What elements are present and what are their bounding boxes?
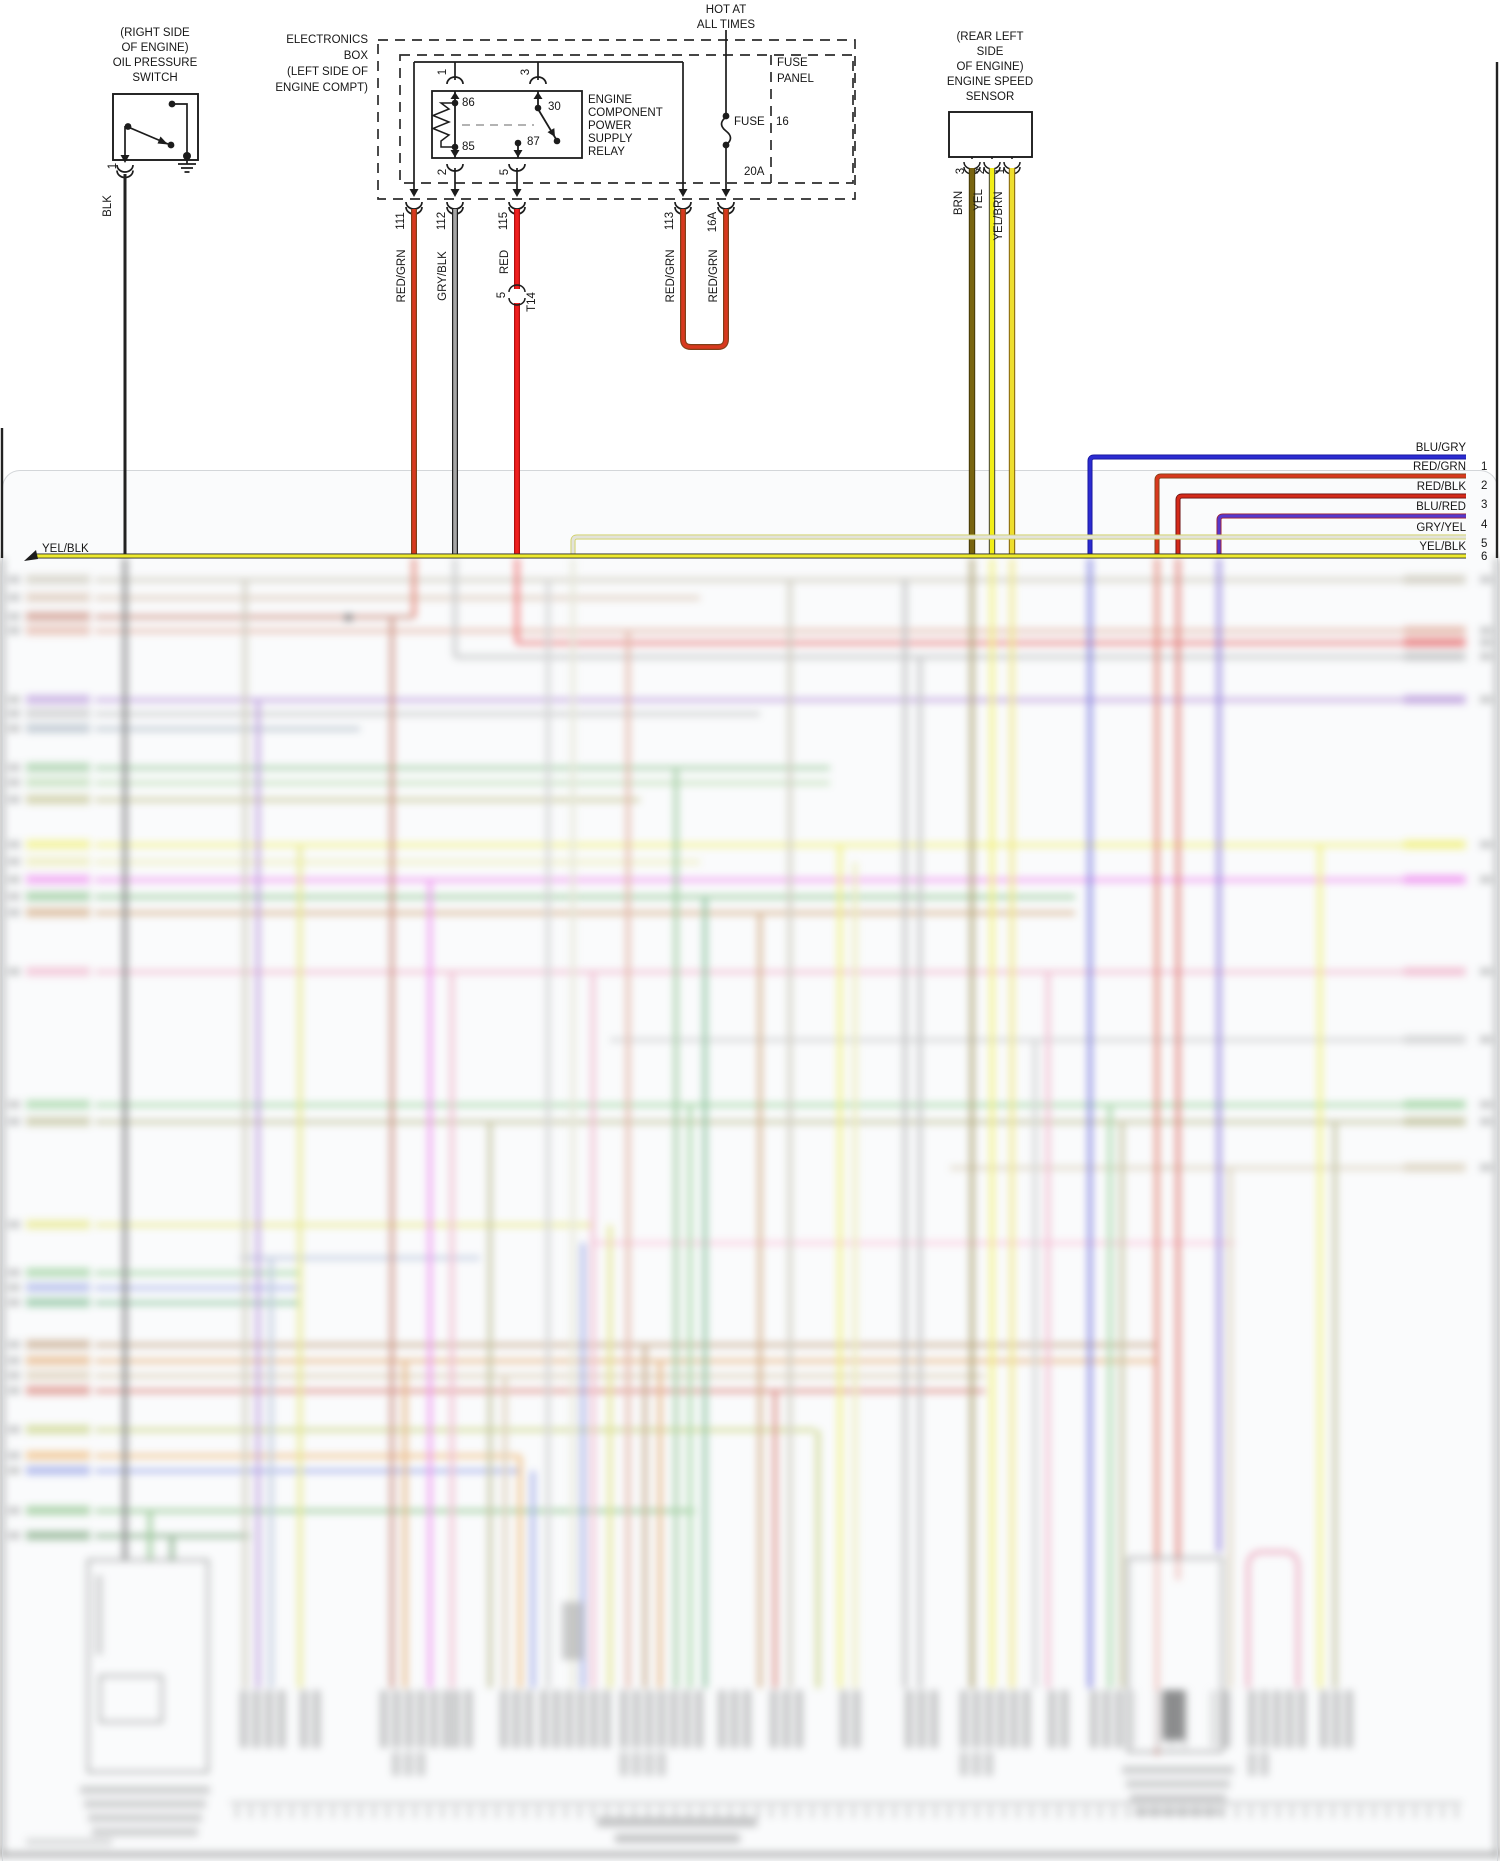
wire-color-label: RED/GRN xyxy=(708,249,720,303)
sensor-pin-3: 3 xyxy=(955,167,967,175)
oil-pressure-switch-title: OF ENGINE) xyxy=(121,42,189,54)
right-wire-label-5: GRY/YEL xyxy=(1416,522,1466,534)
relay-pin-85: 85 xyxy=(462,141,475,153)
inline-connector-pin: 5 xyxy=(496,291,508,299)
right-connector-wires-lines xyxy=(33,454,1466,559)
engine-speed-sensor-title: ENGINE SPEED xyxy=(946,76,1034,88)
oil-pressure-switch-contacts xyxy=(120,100,191,163)
oil-pressure-switch-symbol xyxy=(112,93,199,179)
relay-title: COMPONENT xyxy=(588,107,663,119)
colored-wires xyxy=(411,168,1016,558)
sensor-pin-2: 2 xyxy=(975,167,987,175)
fuse-number: 16 xyxy=(776,116,789,128)
fuse-panel-label: PANEL xyxy=(777,73,814,85)
hot-at-label: ALL TIMES xyxy=(696,19,756,31)
relay-terminal-3: 3 xyxy=(520,68,532,76)
right-pin-number-5: 5 xyxy=(1481,538,1488,550)
engine-speed-sensor-title: (REAR LEFT xyxy=(956,31,1024,43)
brn-wire-label: BRN xyxy=(953,190,965,216)
relay-pin-86: 86 xyxy=(462,97,475,109)
engine-speed-sensor-title: SIDE xyxy=(976,46,1004,58)
relay-title: RELAY xyxy=(588,146,625,158)
relay-wiring xyxy=(405,61,735,215)
relay-title: SUPPLY xyxy=(588,133,633,145)
fuse-panel-label: FUSE xyxy=(777,57,808,69)
left-wire-label: YEL/BLK xyxy=(42,543,89,555)
right-wire-label-3: RED/BLK xyxy=(1416,481,1466,493)
yel-wire-label: YEL xyxy=(973,189,985,211)
right-wire-label-2: RED/GRN xyxy=(1412,461,1466,473)
engine-speed-sensor-title: OF ENGINE) xyxy=(956,61,1024,73)
inline-connector-id: T14 xyxy=(526,292,538,312)
harness-pin-113: 113 xyxy=(664,211,676,231)
right-pin-number-6: 6 xyxy=(1481,551,1488,563)
fuse-name: FUSE xyxy=(734,116,765,128)
electronics-box-title: (LEFT SIDE OF xyxy=(287,66,368,78)
relay-terminal-1: 1 xyxy=(437,68,449,76)
blk-wire-label: BLK xyxy=(102,195,114,217)
engine-speed-sensor-title: SENSOR xyxy=(965,91,1015,103)
relay-contacts xyxy=(450,92,561,158)
relay-terminal-2: 2 xyxy=(437,168,449,176)
relay-title: POWER xyxy=(588,120,632,132)
wire-color-label: GRY/BLK xyxy=(437,251,449,301)
relay-title: ENGINE xyxy=(588,94,633,106)
left-wire-arrow xyxy=(24,550,38,561)
harness-pin-111: 111 xyxy=(395,212,407,230)
blur-overlay-window xyxy=(2,470,1498,1861)
right-pin-number-2: 2 xyxy=(1481,480,1488,492)
relay-pin-87: 87 xyxy=(527,136,540,148)
right-pin-number-1: 1 xyxy=(1481,461,1488,473)
oil-pressure-switch-pin: 1 xyxy=(107,162,119,170)
inline-connector-symbol xyxy=(508,284,526,306)
sensor-pin-1: 1 xyxy=(995,167,1007,175)
right-wire-label-4: BLU/RED xyxy=(1416,501,1466,513)
wire-color-label: RED xyxy=(499,249,511,275)
fuse-symbol xyxy=(720,30,732,189)
right-pin-number-4: 4 xyxy=(1481,519,1488,531)
harness-pin-112: 112 xyxy=(436,211,448,231)
right-pin-number-3: 3 xyxy=(1481,499,1488,511)
yel-brn-wire-label: YEL/BRN xyxy=(993,191,1005,241)
fuse-rating: 20A xyxy=(744,166,765,178)
pin-arrows xyxy=(409,189,731,197)
electronics-box-title: ENGINE COMPT) xyxy=(275,82,368,94)
electronics-box-title: ELECTRONICS xyxy=(286,34,368,46)
hot-at-label: HOT AT xyxy=(705,4,747,16)
right-wire-label-1: BLU/GRY xyxy=(1415,442,1466,454)
wire-color-label: RED/GRN xyxy=(665,249,677,303)
electronics-box-outline xyxy=(377,39,856,200)
relay-terminal-5: 5 xyxy=(499,168,511,176)
oil-pressure-switch-title: (RIGHT SIDE xyxy=(120,27,190,39)
harness-pin-16A: 16A xyxy=(707,211,719,233)
electronics-box-title: BOX xyxy=(343,50,368,62)
right-wire-label-6: YEL/BLK xyxy=(1419,541,1466,553)
oil-pressure-switch-title: OIL PRESSURE xyxy=(112,57,198,69)
harness-pin-115: 115 xyxy=(498,211,510,231)
oil-pressure-switch-title: SWITCH xyxy=(132,72,178,84)
relay-pin-30: 30 xyxy=(548,101,561,113)
wire-color-label: RED/GRN xyxy=(396,249,408,303)
